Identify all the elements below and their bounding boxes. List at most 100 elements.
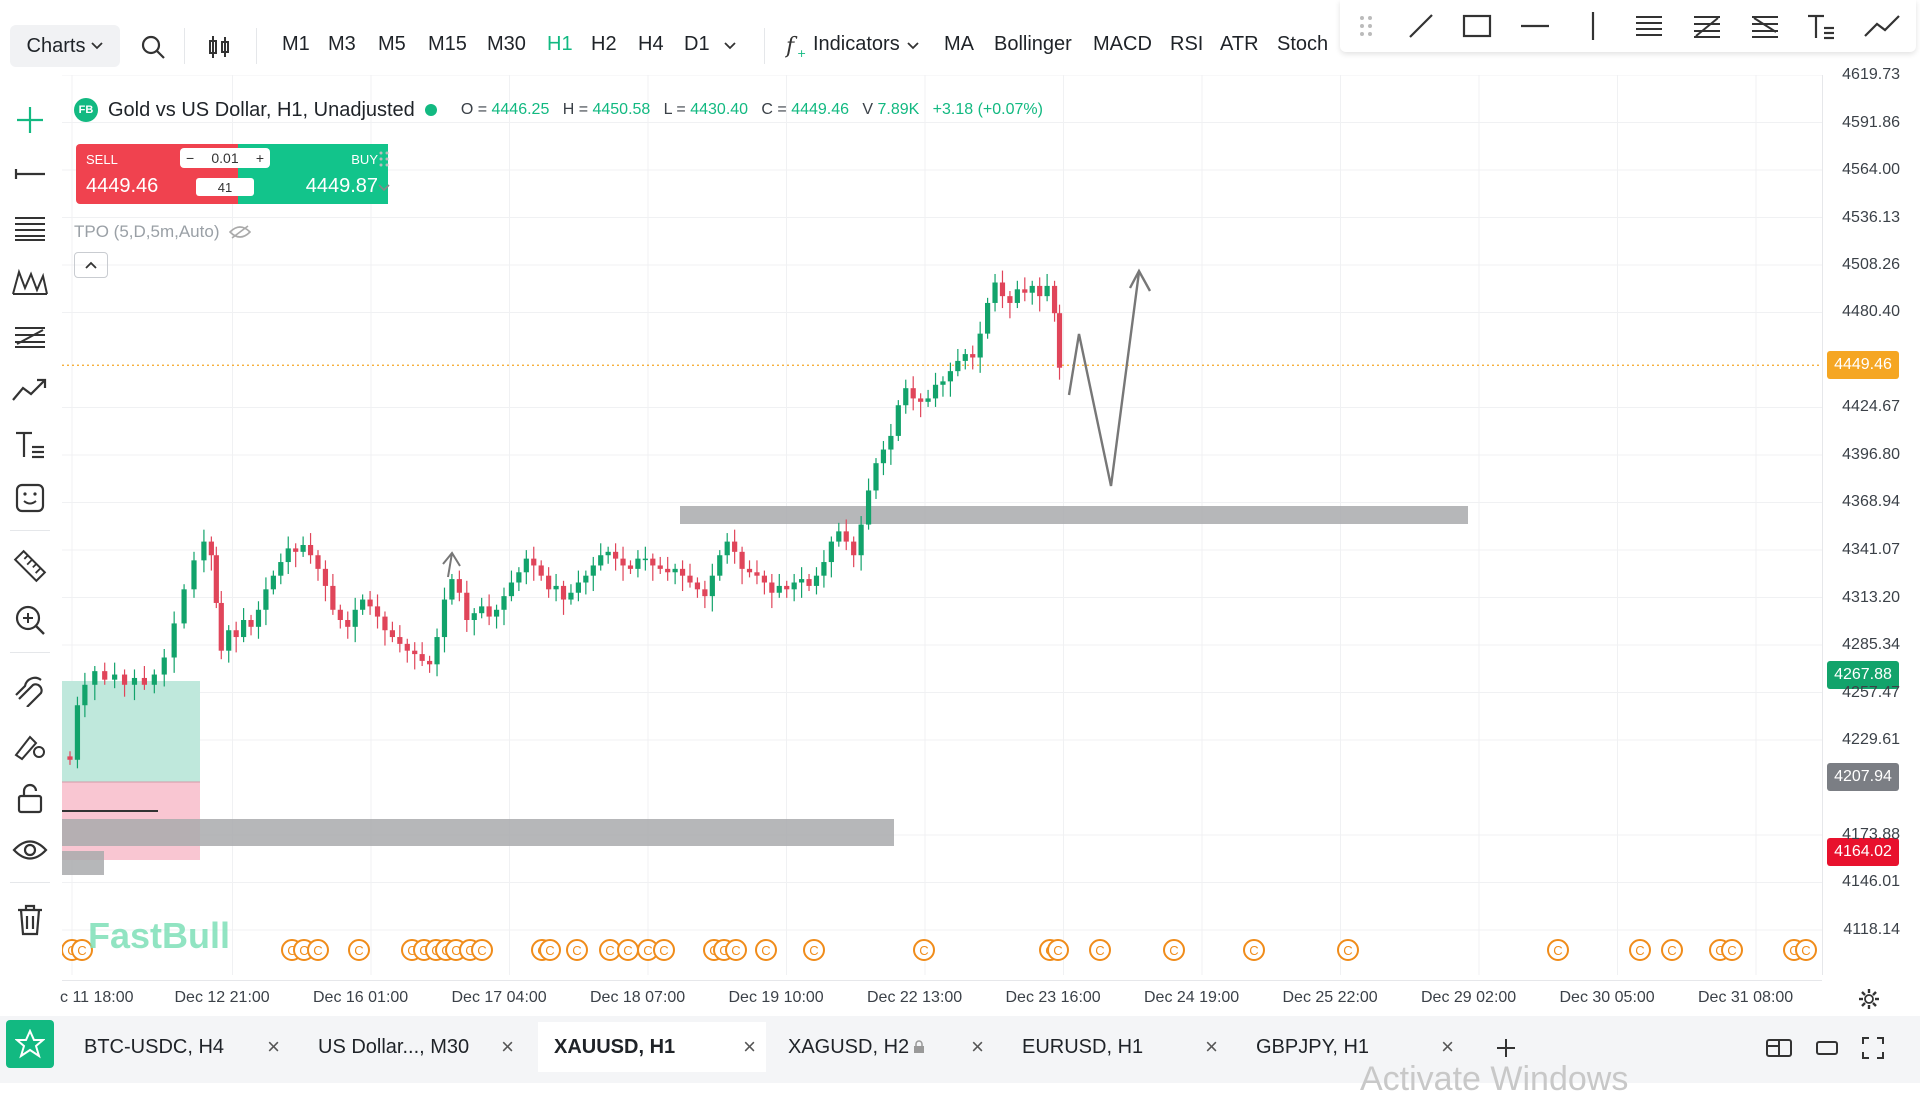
close-icon[interactable]: × xyxy=(267,1034,280,1059)
parallel-channel-icon[interactable] xyxy=(1632,10,1666,42)
collapse-indicators-button[interactable] xyxy=(74,252,108,278)
drag-handle-icon[interactable] xyxy=(376,148,392,170)
symbol-title[interactable]: Gold vs US Dollar, H1, Unadjusted xyxy=(108,98,415,121)
close-icon[interactable]: × xyxy=(743,1034,756,1059)
chart-tab[interactable]: EURUSD, H1 × xyxy=(1004,1022,1228,1072)
chart-tab[interactable]: BTC-USDC, H4 × xyxy=(66,1022,290,1072)
price-axis[interactable]: 4449.46 4267.88 4207.94 4164.02 4619.73 4… xyxy=(1822,66,1920,975)
candle-body xyxy=(181,589,187,624)
path-tool-icon[interactable] xyxy=(1862,10,1902,42)
emoji-icon[interactable] xyxy=(8,476,52,520)
quick-indicator-atr[interactable]: ATR xyxy=(1220,33,1259,55)
timeframe-d1[interactable]: D1 xyxy=(684,33,710,55)
timeframe-m3[interactable]: M3 xyxy=(328,33,356,55)
fib-extension-icon[interactable] xyxy=(1748,10,1782,42)
ruler-icon[interactable] xyxy=(8,544,52,588)
settings-gear-icon[interactable] xyxy=(1856,986,1882,1012)
candlestick-type-icon[interactable] xyxy=(202,30,236,64)
eye-icon[interactable] xyxy=(8,828,52,872)
candle-body xyxy=(1044,285,1050,297)
candle-body xyxy=(278,562,284,576)
increase-lot-button[interactable]: + xyxy=(255,150,264,166)
horizontal-ray-icon[interactable] xyxy=(8,152,52,196)
rectangle-icon[interactable] xyxy=(1460,10,1494,42)
timeframe-h2[interactable]: H2 xyxy=(591,33,617,55)
charts-menu-button[interactable]: Charts xyxy=(10,25,120,67)
time-axis[interactable]: c 11 18:00 Dec 12 21:00 Dec 16 01:00 Dec 17… xyxy=(60,980,1822,1016)
timeframe-m5[interactable]: M5 xyxy=(378,33,406,55)
pattern-icon[interactable] xyxy=(8,260,52,304)
chart-tab[interactable]: GBPJPY, H1 × xyxy=(1240,1022,1464,1072)
search-icon[interactable] xyxy=(136,30,170,64)
favorites-star-icon[interactable] xyxy=(6,1020,54,1068)
quick-indicator-bollinger[interactable]: Bollinger xyxy=(994,33,1072,55)
drag-handle-icon[interactable] xyxy=(1356,12,1376,40)
timeframe-m30[interactable]: M30 xyxy=(487,33,526,55)
quick-indicator-rsi[interactable]: RSI xyxy=(1170,33,1204,55)
lot-size-stepper[interactable]: − 0.01 + xyxy=(180,148,270,168)
candle-body xyxy=(92,671,98,685)
candle-body xyxy=(665,568,671,573)
buy-button[interactable]: BUY 4449.87 xyxy=(238,144,388,204)
trash-icon[interactable] xyxy=(8,898,52,942)
timeframe-h1[interactable]: H1 xyxy=(547,33,573,55)
candle-body xyxy=(746,568,753,573)
time-tick-label: c 11 18:00 xyxy=(60,989,134,1006)
close-icon[interactable]: × xyxy=(501,1034,514,1059)
candle-body xyxy=(285,548,291,563)
chart-tab[interactable]: US Dollar..., M30 × xyxy=(300,1022,524,1072)
fib-levels-icon[interactable] xyxy=(8,314,52,358)
prediction-icon[interactable] xyxy=(8,368,52,412)
close-icon[interactable]: × xyxy=(1205,1034,1218,1059)
indicators-fx-icon[interactable]: f + xyxy=(784,32,808,60)
candle-body xyxy=(441,599,448,638)
svg-text:C: C xyxy=(354,943,363,958)
candle-body xyxy=(709,575,715,597)
horizontal-line-icon[interactable] xyxy=(1518,10,1552,42)
indicators-button[interactable]: Indicators xyxy=(813,33,900,55)
quick-indicator-ma[interactable]: MA xyxy=(944,33,974,55)
fib-retracement-icon[interactable] xyxy=(1690,10,1724,42)
vertical-line-icon[interactable] xyxy=(1576,10,1610,42)
lot-size-value[interactable]: 0.01 xyxy=(211,150,239,166)
window-icon[interactable] xyxy=(1812,1034,1842,1062)
candle-body xyxy=(315,555,321,569)
lock-icon[interactable] xyxy=(8,776,52,820)
timeframe-h4[interactable]: H4 xyxy=(638,33,664,55)
chevron-down-icon[interactable] xyxy=(376,180,392,196)
chevron-down-icon[interactable] xyxy=(906,36,920,56)
chevron-down-icon[interactable] xyxy=(720,34,740,58)
channel-lines-icon[interactable] xyxy=(8,206,52,250)
candle-body xyxy=(761,575,767,583)
decrease-lot-button[interactable]: − xyxy=(186,150,195,166)
price-tick-label: 4424.67 xyxy=(1842,398,1900,416)
trend-line-icon[interactable] xyxy=(1404,10,1438,42)
candle-body xyxy=(352,609,358,627)
brush-settings-icon[interactable] xyxy=(8,722,52,766)
magnet-icon[interactable] xyxy=(8,668,52,712)
chart-tab-active[interactable]: XAUUSD, H1 × xyxy=(538,1022,766,1072)
price-tick-label: 4257.47 xyxy=(1842,683,1900,701)
layout-split-icon[interactable] xyxy=(1764,1034,1794,1062)
candle-body xyxy=(806,579,812,586)
hidden-eye-icon[interactable] xyxy=(229,224,252,240)
indicator-tpo[interactable]: TPO (5,D,5m,Auto) xyxy=(74,222,252,242)
quick-indicator-stoch[interactable]: Stoch xyxy=(1277,33,1329,55)
tab-label: XAUUSD, H1 xyxy=(554,1035,676,1058)
text-tool-icon[interactable] xyxy=(1804,10,1838,42)
fullscreen-icon[interactable] xyxy=(1858,1034,1888,1062)
price-chart[interactable]: CCCCCCCCCCCCCCCCCCCCCCCCCCCCCCCCCCCCCCC xyxy=(62,75,1822,975)
close-icon[interactable]: × xyxy=(971,1034,984,1059)
zoom-in-icon[interactable] xyxy=(8,598,52,642)
add-tab-plus-icon[interactable] xyxy=(1492,1034,1520,1062)
quick-indicator-macd[interactable]: MACD xyxy=(1093,33,1152,55)
close-icon[interactable]: × xyxy=(1441,1034,1454,1059)
chart-tab[interactable]: XAGUSD, H2 × xyxy=(770,1022,994,1072)
candle-body xyxy=(642,558,648,561)
timeframe-m1[interactable]: M1 xyxy=(282,33,310,55)
text-tool-icon[interactable] xyxy=(8,422,52,466)
lock-icon xyxy=(914,1040,925,1053)
crosshair-icon[interactable] xyxy=(8,98,52,142)
timeframe-m15[interactable]: M15 xyxy=(428,33,467,55)
candle-body xyxy=(171,623,177,658)
